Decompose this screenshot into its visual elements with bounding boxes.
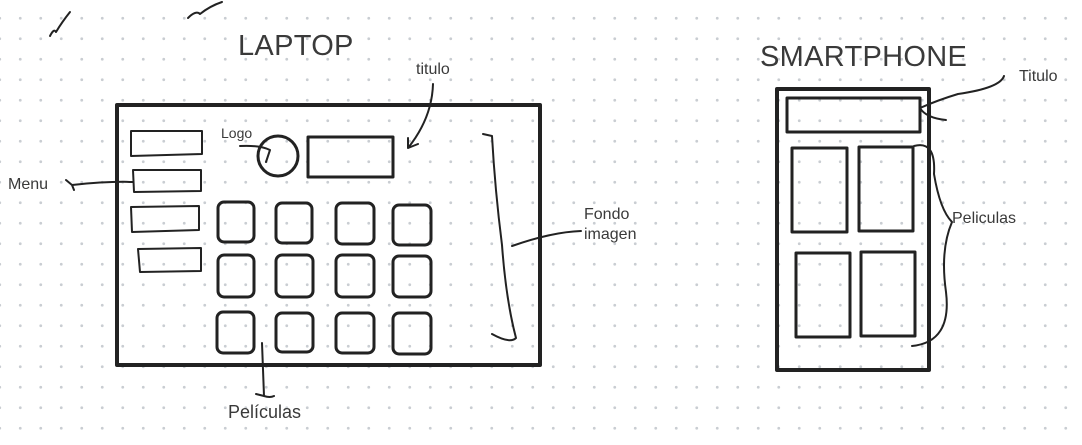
laptop-fondo-label-2: imagen	[584, 226, 637, 243]
check-mark-1	[49, 11, 71, 37]
laptop-menu	[130, 130, 203, 273]
laptop-frame	[115, 103, 542, 367]
laptop-title-box	[306, 135, 395, 179]
laptop-menu-item	[130, 130, 203, 157]
laptop-background-bracket	[482, 133, 517, 342]
movie-card	[794, 251, 852, 339]
fondo-pointer	[511, 230, 582, 247]
laptop-peliculas-label: Películas	[228, 402, 302, 422]
movie-card	[216, 200, 256, 244]
laptop-menu-item	[137, 247, 202, 273]
smartphone-title-box	[785, 96, 922, 134]
movie-card	[274, 253, 315, 299]
smartphone-peliculas-label: Peliculas	[952, 210, 1017, 227]
laptop-fondo-label-1: Fondo	[584, 206, 630, 223]
movie-card	[857, 145, 915, 233]
laptop-menu-item	[130, 205, 200, 233]
movie-card	[274, 311, 315, 354]
laptop-menu-label: Menu	[8, 176, 49, 193]
movie-card	[790, 146, 849, 234]
smartphone-movie-grid	[790, 145, 917, 339]
check-mark-2	[187, 1, 223, 19]
laptop-heading: LAPTOP	[238, 30, 354, 62]
peliculas-arrow	[255, 342, 275, 398]
smartphone-heading: SMARTPHONE	[760, 41, 968, 73]
movie-card	[859, 250, 917, 338]
smartphone-peliculas-bracket	[911, 144, 953, 347]
menu-arrow	[65, 179, 134, 191]
laptop-logo	[256, 134, 300, 178]
movie-card	[391, 254, 433, 299]
smartphone-frame	[775, 87, 931, 372]
movie-card	[334, 253, 376, 299]
movie-card	[391, 311, 433, 356]
movie-card	[334, 201, 376, 246]
laptop-logo-label: Logo	[221, 125, 253, 141]
movie-card	[216, 253, 256, 299]
movie-card	[334, 311, 376, 355]
laptop-annotations	[65, 83, 582, 398]
smartphone-titulo-arrow	[919, 75, 1005, 121]
movie-card	[274, 201, 314, 245]
smartphone-titulo-label: Titulo	[1019, 68, 1058, 85]
smartphone-annotations	[911, 75, 1005, 347]
logo-pointer	[239, 144, 271, 163]
titulo-arrow	[407, 83, 434, 149]
movie-card	[391, 203, 433, 247]
laptop-titulo-label: titulo	[416, 61, 450, 78]
laptop-movie-grid	[215, 200, 433, 356]
laptop-menu-item	[132, 169, 202, 193]
movie-card	[215, 310, 256, 355]
